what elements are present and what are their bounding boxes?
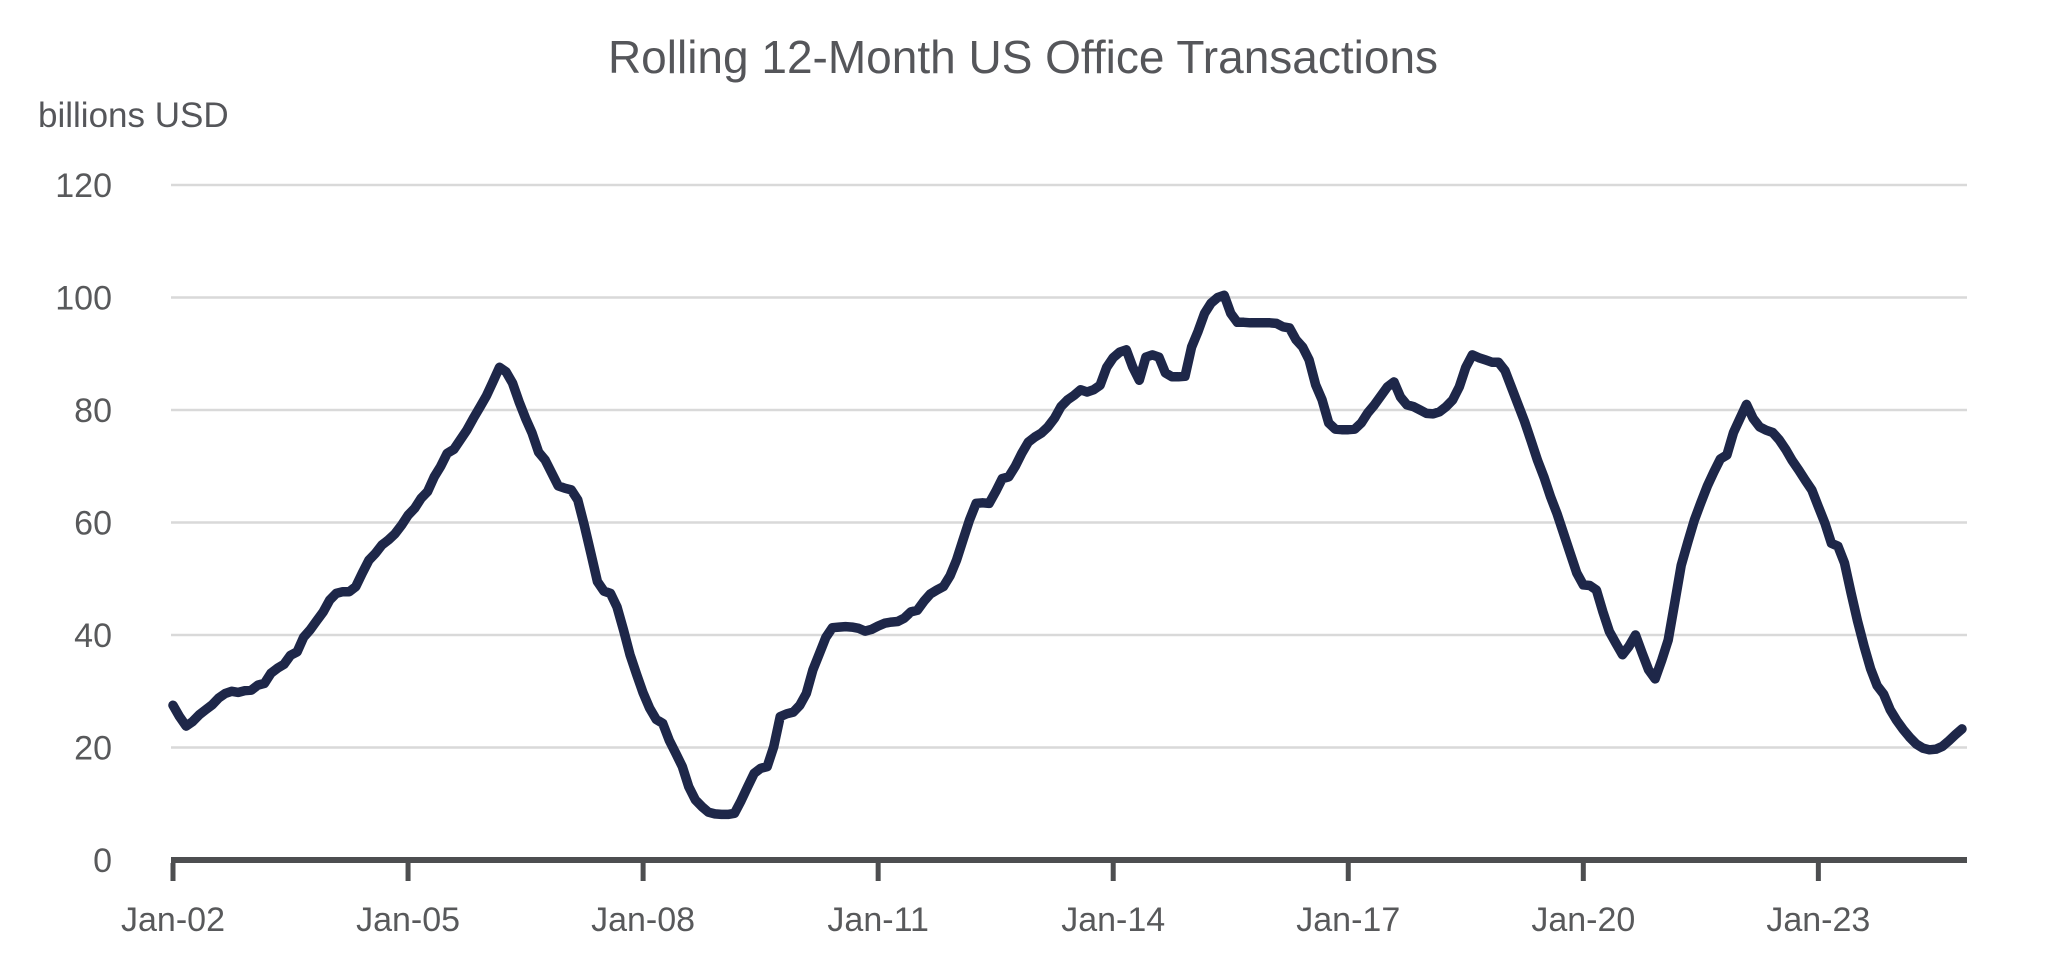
x-tick-label-Jan-05: Jan-05 bbox=[356, 901, 460, 939]
y-tick-label-40: 40 bbox=[74, 617, 112, 655]
x-tick-label-Jan-14: Jan-14 bbox=[1061, 901, 1165, 939]
y-tick-label-80: 80 bbox=[74, 392, 112, 430]
y-tick-label-20: 20 bbox=[74, 730, 112, 768]
y-tick-label-0: 0 bbox=[93, 842, 112, 880]
x-tick-label-Jan-11: Jan-11 bbox=[827, 901, 928, 939]
y-tick-label-120: 120 bbox=[55, 167, 112, 205]
transactions-line-series bbox=[168, 290, 1967, 820]
x-tick-label-Jan-20: Jan-20 bbox=[1531, 901, 1635, 939]
chart-title: Rolling 12-Month US Office Transactions bbox=[607, 31, 1439, 83]
y-tick-label-60: 60 bbox=[74, 505, 112, 543]
y-axis-unit-label: billions USD bbox=[38, 96, 229, 135]
x-tick-label-Jan-17: Jan-17 bbox=[1296, 901, 1400, 939]
x-tick-label-Jan-08: Jan-08 bbox=[591, 901, 695, 939]
y-tick-label-100: 100 bbox=[55, 280, 112, 318]
x-tick-label-Jan-23: Jan-23 bbox=[1766, 901, 1870, 939]
x-tick-label-Jan-02: Jan-02 bbox=[121, 901, 225, 939]
